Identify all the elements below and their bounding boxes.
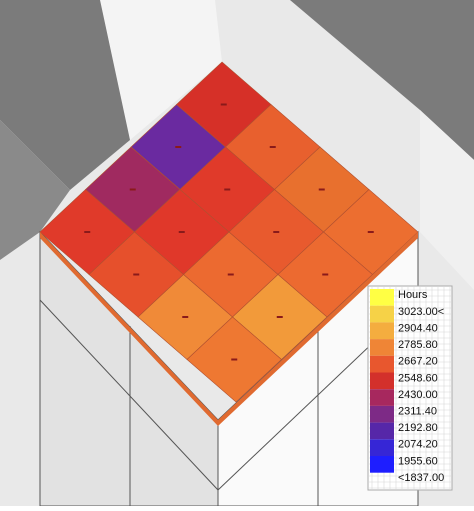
- legend-label: 1955.60: [398, 455, 438, 467]
- sensor-mark: [133, 273, 140, 276]
- sensor-mark: [227, 273, 234, 276]
- sensor-mark: [269, 146, 276, 148]
- legend-label: 3023.00<: [398, 306, 444, 318]
- building-top: [100, 0, 222, 140]
- legend: Hours 3023.00< 2904.40 2785.80 2667.20 2548.…: [367, 285, 453, 491]
- legend-swatch: [370, 389, 394, 406]
- legend-swatch: [370, 456, 394, 473]
- legend-label: 2904.40: [398, 323, 438, 335]
- legend-items: 3023.00< 2904.40 2785.80 2667.20 2548.60 2430…: [370, 289, 444, 484]
- legend-swatch: [370, 422, 394, 440]
- sensor-mark: [276, 316, 283, 318]
- sensor-mark: [322, 273, 329, 276]
- legend-label: <1837.00: [398, 472, 444, 484]
- sensor-mark: [84, 231, 91, 233]
- legend-swatch: [370, 339, 394, 356]
- building-side: [0, 0, 130, 190]
- legend-swatch: [370, 322, 394, 340]
- legend-label: 2548.60: [398, 372, 438, 384]
- building-side: [290, 0, 474, 160]
- sensor-mark: [175, 146, 182, 148]
- sensor-mark: [273, 231, 280, 233]
- sensor-mark: [178, 231, 185, 233]
- sensor-mark: [224, 188, 231, 191]
- legend-swatch: [370, 289, 394, 306]
- building-side: [420, 110, 474, 290]
- sensor-mark: [182, 316, 189, 318]
- legend-label: 2667.20: [398, 356, 438, 368]
- legend-title: Hours: [398, 289, 428, 301]
- legend-label: 2430.00: [398, 389, 438, 401]
- sensor-mark: [231, 358, 238, 361]
- legend-swatch: [370, 372, 394, 390]
- legend-swatch: [370, 305, 394, 323]
- legend-swatch: [370, 355, 394, 373]
- legend-label: 2192.80: [398, 422, 438, 434]
- sensor-mark: [220, 103, 227, 106]
- legend-label: 2074.20: [398, 439, 438, 451]
- building-side: [0, 120, 70, 260]
- legend-swatch: [370, 439, 394, 456]
- sensor-mark: [129, 188, 136, 191]
- legend-swatch: [370, 405, 394, 423]
- roof: [39, 61, 419, 426]
- sensor-mark: [318, 188, 325, 191]
- legend-label: 2311.40: [398, 406, 437, 418]
- legend-label: 2785.80: [398, 339, 438, 351]
- sensor-mark: [367, 231, 374, 233]
